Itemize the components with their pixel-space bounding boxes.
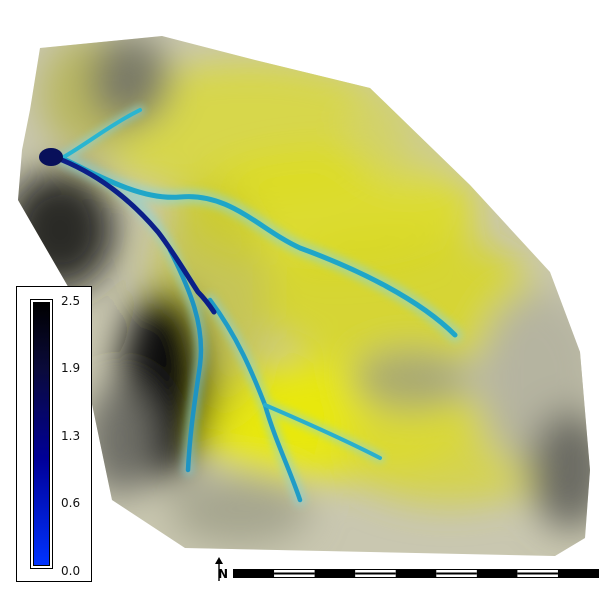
north-label: N: [218, 567, 228, 581]
legend-color-ramp: [30, 299, 53, 569]
scale-bar-segment: [233, 569, 275, 578]
color-legend: 2.5 1.9 1.3 0.6 0.0: [16, 286, 92, 582]
scale-bar-segment: [436, 572, 477, 575]
scale-bar-segment: [395, 569, 437, 578]
scale-bar-segment: [274, 572, 315, 575]
legend-tick-4: 0.6: [61, 496, 81, 510]
legend-tick-2: 1.9: [61, 361, 81, 375]
legend-tick-3: 1.3: [61, 429, 81, 443]
scale-bar-segment: [314, 569, 356, 578]
legend-gradient: [33, 302, 50, 566]
scale-bar-segment: [355, 572, 396, 575]
north-arrow-icon: N: [215, 557, 228, 581]
legend-tick-max: 2.5: [61, 294, 81, 308]
scale-bar: [233, 569, 599, 578]
legend-tick-min: 0.0: [61, 564, 81, 578]
stream-network: [39, 105, 462, 506]
outlet-marker: [39, 148, 63, 166]
scale-bar-segment: [557, 569, 599, 578]
scale-bar-segment: [476, 569, 518, 578]
scale-bar-segment: [517, 572, 558, 575]
